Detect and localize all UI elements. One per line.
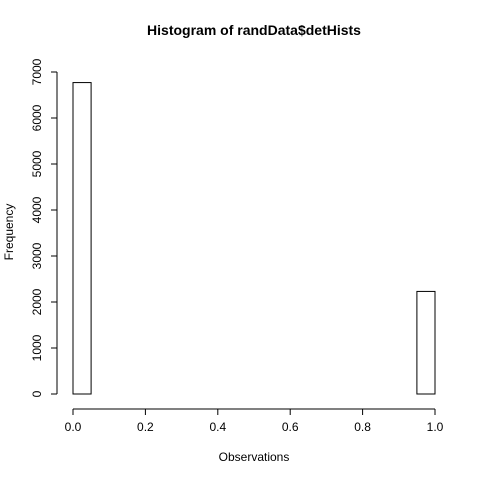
- x-tick-label-4: 0.8: [354, 420, 371, 434]
- x-tick-label-0: 0.0: [65, 420, 82, 434]
- y-tick-label-1: 1000: [30, 334, 44, 361]
- x-tick-label-3: 0.6: [282, 420, 299, 434]
- y-tick-label-3: 3000: [30, 242, 44, 269]
- y-tick-label-4: 4000: [30, 196, 44, 223]
- y-tick-label-5: 5000: [30, 150, 44, 177]
- histogram-bar-0: [72, 82, 92, 395]
- y-tick-label-6: 6000: [30, 104, 44, 131]
- y-axis-label: Frequency: [2, 204, 16, 261]
- y-tick-label-7: 7000: [30, 58, 44, 85]
- x-axis: 0.0 0.2 0.4 0.6 0.8 1.0: [65, 408, 444, 434]
- y-tick-label-2: 2000: [30, 288, 44, 315]
- y-axis: 0 1000 2000 3000 4000 5000 6000 7000: [30, 58, 58, 397]
- x-tick-label-2: 0.4: [209, 420, 226, 434]
- x-tick-label-5: 1.0: [427, 420, 444, 434]
- histogram-bars: [72, 82, 436, 395]
- chart-title: Histogram of randData$detHists: [147, 22, 361, 38]
- histogram-bar-19: [416, 290, 436, 395]
- x-axis-label: Observations: [219, 450, 290, 464]
- y-tick-label-0: 0: [30, 390, 44, 397]
- x-tick-label-1: 0.2: [137, 420, 154, 434]
